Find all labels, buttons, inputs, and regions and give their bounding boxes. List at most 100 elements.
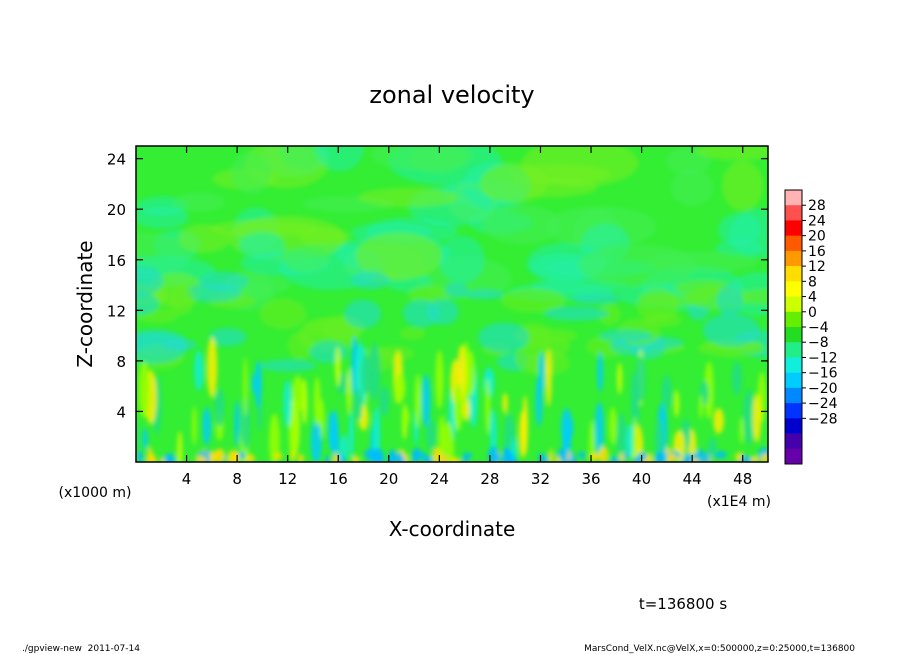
colorbar-label: 16 [808, 244, 826, 260]
field-streak [549, 448, 554, 462]
field-streak [292, 375, 304, 412]
field-streak [623, 451, 628, 461]
field-patch [259, 359, 317, 372]
field-streak [518, 410, 528, 458]
colorbar-swatch [785, 433, 802, 450]
field-streak [360, 353, 371, 395]
x-axis: 4 8 12 16 20 24 28 32 36 40 44 48 [182, 146, 752, 488]
field-streak [324, 455, 331, 462]
field-streak [421, 374, 431, 428]
colorbar-swatch [785, 311, 802, 328]
field-patch [670, 168, 714, 207]
field-streak [209, 450, 220, 459]
field-streak [713, 408, 724, 434]
y-tick-label: 4 [116, 403, 126, 421]
field-streak [274, 452, 283, 460]
colorbar-swatch [785, 357, 802, 373]
field-streak [330, 409, 339, 459]
field-streak [682, 453, 693, 462]
colorbar-label: −28 [808, 411, 838, 427]
colorbar-swatch [785, 418, 802, 434]
x-tick-label: 16 [329, 470, 348, 488]
plot-frame [135, 145, 769, 463]
field-streak [732, 361, 742, 396]
field-streak [313, 376, 321, 427]
field-streak [310, 419, 322, 462]
colorbar-swatch [785, 205, 802, 221]
field-patch [716, 284, 744, 317]
field-patch [402, 299, 440, 328]
field-patch [521, 146, 639, 187]
colorbar-swatch [785, 250, 802, 267]
field-streak [238, 451, 246, 460]
field-patch [718, 213, 762, 247]
field-streak [597, 351, 604, 393]
field-patch [279, 146, 322, 170]
colorbar-swatch [785, 342, 802, 358]
field-streak [632, 416, 638, 462]
colorbar-label: 28 [808, 198, 826, 214]
field-streak [177, 430, 183, 462]
field-streak [502, 392, 508, 414]
field-streak [538, 453, 545, 462]
field-streak [368, 343, 381, 401]
colorbar-swatch [785, 266, 802, 282]
field-streak [462, 452, 472, 460]
field-patch [231, 151, 272, 194]
colorbar-label: −24 [808, 396, 838, 412]
y-tick-label: 24 [107, 151, 126, 169]
x-tick-label: 24 [430, 470, 449, 488]
y-tick-label: 20 [107, 201, 126, 219]
colorbar-label: −16 [808, 366, 838, 382]
footer-right: MarsCond_VelX.nc@VelX,x=0:500000,z=0:250… [584, 644, 855, 654]
field-patch [169, 285, 194, 316]
y-tick-label: 12 [107, 302, 126, 320]
field-streak [351, 455, 360, 462]
colorbar-label: 24 [808, 213, 826, 229]
field-streak [142, 428, 148, 450]
x-tick-label: 12 [278, 470, 297, 488]
field-patch [741, 289, 768, 305]
field-patch [697, 340, 765, 358]
field-streak [240, 394, 251, 450]
x-unit-label: (x1E4 m) [707, 494, 771, 510]
field-streak [378, 386, 390, 417]
field-patch [500, 288, 566, 313]
field-patch [464, 289, 505, 300]
field-streak [164, 453, 176, 462]
field-patch [598, 329, 653, 343]
x-tick-label: 28 [480, 470, 499, 488]
field-patch [721, 160, 764, 211]
field-streak [290, 451, 296, 460]
colorbar-label: 4 [808, 290, 817, 306]
colorbar-label: 0 [808, 305, 817, 321]
field-streak [715, 451, 727, 459]
field-streak [397, 456, 406, 462]
field-patch [439, 235, 485, 284]
field-streak [353, 388, 363, 422]
field-streak [616, 413, 627, 462]
x-tick-label: 32 [531, 470, 550, 488]
field-patch [357, 187, 458, 208]
field-streak [206, 336, 218, 398]
field-patch [444, 282, 468, 298]
x-tick-label: 40 [632, 470, 651, 488]
field-streak [750, 455, 759, 462]
field-streak [632, 456, 644, 462]
field-patch [283, 244, 330, 273]
field-streak [674, 389, 680, 418]
colorbar-swatch [785, 372, 802, 389]
field-streak [543, 454, 549, 462]
field-streak [704, 451, 710, 462]
x-tick-label: 20 [379, 470, 398, 488]
colorbar-label: 20 [808, 229, 826, 245]
field-patch [136, 265, 164, 297]
y-axis: 4 8 12 16 20 24 [107, 151, 768, 421]
field-streak [695, 448, 705, 462]
field-streak [389, 448, 397, 462]
colorbar-swatch [785, 387, 802, 404]
field-streak [401, 407, 410, 428]
colorbar-label: −8 [808, 335, 829, 351]
field-patch [173, 192, 226, 212]
